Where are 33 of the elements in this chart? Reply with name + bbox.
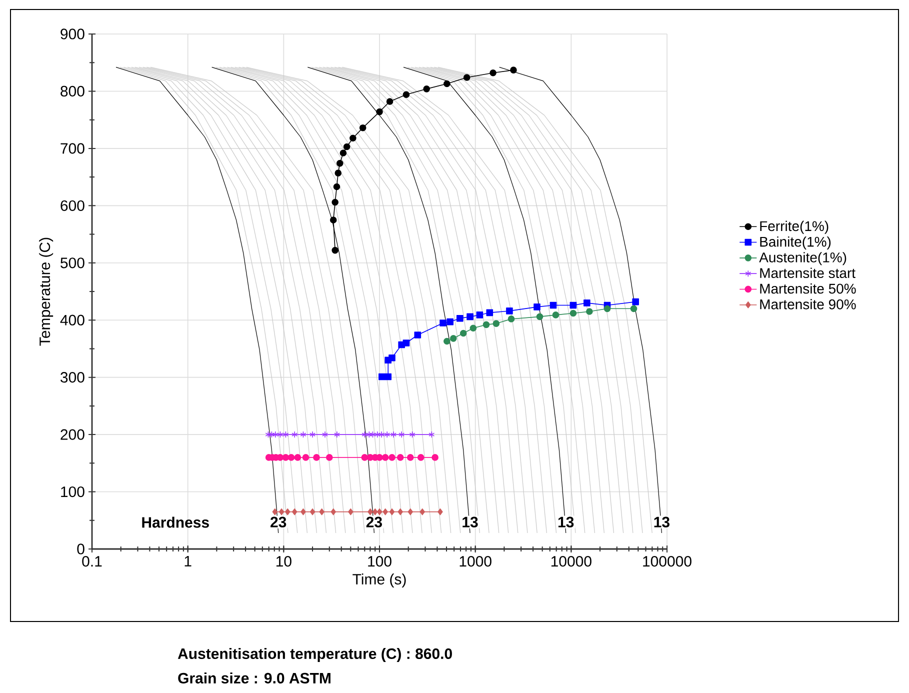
x-tick-label: 1000	[460, 556, 492, 567]
y-tick-label: 800	[60, 86, 84, 97]
annotation: 13	[558, 516, 574, 528]
legend-label: Martensite 50%	[760, 283, 856, 294]
y-axis-title: Temperature (C)	[39, 238, 54, 346]
legend-label: Bainite(1%)	[760, 236, 831, 250]
annotation: Hardness	[142, 516, 209, 528]
annotation: 23	[270, 516, 286, 528]
x-tick-label: 1	[184, 556, 192, 566]
y-tick-label: 700	[60, 143, 84, 154]
x-tick-label: 10000	[551, 556, 592, 567]
y-tick-label: 0	[77, 544, 84, 554]
legend-label: Martensite start	[760, 268, 856, 278]
legend-label: Ferrite(1%)	[760, 220, 828, 234]
x-tick-label: 100	[368, 556, 392, 567]
legend-label: Martensite 90%	[760, 299, 856, 310]
legend-label: Austenite(1%)	[759, 252, 846, 266]
y-tick-label: 100	[61, 486, 84, 498]
text: Grain size : 9.0 ASTM	[178, 672, 330, 684]
text: Austenitisation temperature (C) : 860.0	[178, 648, 452, 662]
x-tick-label: 0.1	[82, 556, 102, 567]
y-tick-label: 200	[60, 429, 84, 440]
y-tick-label: 400	[60, 314, 84, 326]
y-tick-label: 300	[60, 372, 84, 383]
annotation: 23	[366, 516, 382, 528]
x-tick-label: 100000	[643, 556, 692, 567]
x-tick-label: 10	[276, 556, 292, 567]
annotation: 13	[462, 516, 478, 528]
y-tick-label: 500	[60, 258, 84, 268]
y-tick-label: 900	[60, 28, 84, 40]
annotation: 13	[654, 516, 670, 528]
y-tick-label: 600	[60, 200, 84, 211]
x-axis-title: Time (s)	[352, 574, 406, 588]
